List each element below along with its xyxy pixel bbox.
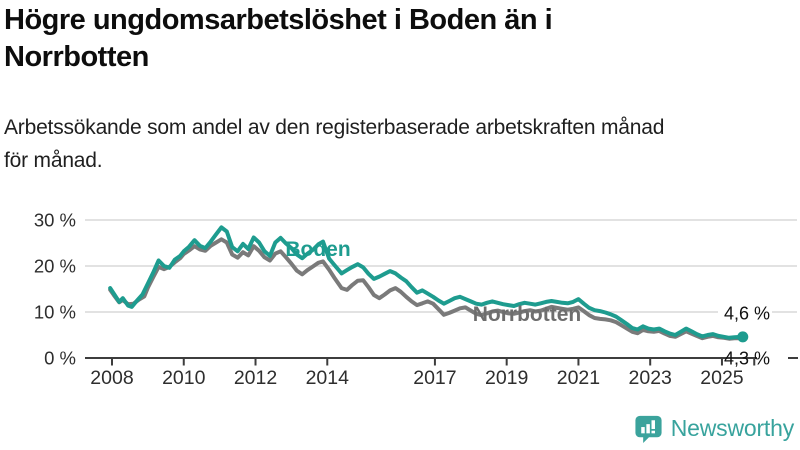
series-end-dot-boden <box>737 331 749 343</box>
end-value-label-norrbotten: 4,3 % <box>724 349 770 369</box>
series-line-boden <box>108 225 745 340</box>
x-axis-tick-label: 2023 <box>629 367 672 389</box>
x-axis-tick-label: 2025 <box>700 367 744 389</box>
exclamation-bar <box>651 420 655 429</box>
y-axis-tick-label: 20 % <box>34 256 76 277</box>
x-axis-tick-label: 2014 <box>306 367 350 389</box>
series-label-norrbotten: Norrbotten <box>473 303 582 326</box>
y-axis-tick-label: 0 % <box>44 348 76 369</box>
x-axis-tick-label: 2012 <box>234 367 277 389</box>
x-axis-tick-label: 2019 <box>485 367 528 389</box>
series-line-norrbotten <box>108 237 745 341</box>
y-axis-tick-label: 30 % <box>34 210 76 231</box>
newsworthy-speech-bubble-chart-icon <box>635 415 662 444</box>
end-label-backdrop <box>757 349 788 366</box>
end-label-backdrop <box>718 303 772 323</box>
page-subtitle-line-1: Arbetssökande som andel av den registerb… <box>4 116 665 139</box>
y-axis-tick-label: 10 % <box>34 302 76 323</box>
exclamation-dot <box>651 430 655 434</box>
series-label-boden: Boden <box>285 238 350 261</box>
page-subtitle: Arbetssökande som andel av den registerb… <box>4 112 664 177</box>
x-axis-tick-label: 2010 <box>162 367 206 389</box>
bar-2 <box>646 424 650 434</box>
page-title-line-1: Högre ungdomsarbetslöshet i Boden än i <box>4 4 553 36</box>
x-axis-tick-label: 2008 <box>90 367 133 389</box>
newsworthy-brand[interactable]: Newsworthy <box>633 413 794 444</box>
x-axis-tick-label: 2021 <box>557 367 600 389</box>
end-value-label-boden: 4,6 % <box>724 304 770 324</box>
page-subtitle-line-2: för månad. <box>4 148 103 172</box>
x-axis-tick-label: 2017 <box>413 367 456 389</box>
brand-name: Newsworthy <box>670 415 794 441</box>
page-title: Högre ungdomsarbetslöshet i Boden än i N… <box>4 2 553 76</box>
page-title-line-2: Norrbotten <box>4 41 149 74</box>
bar-1 <box>640 427 645 434</box>
